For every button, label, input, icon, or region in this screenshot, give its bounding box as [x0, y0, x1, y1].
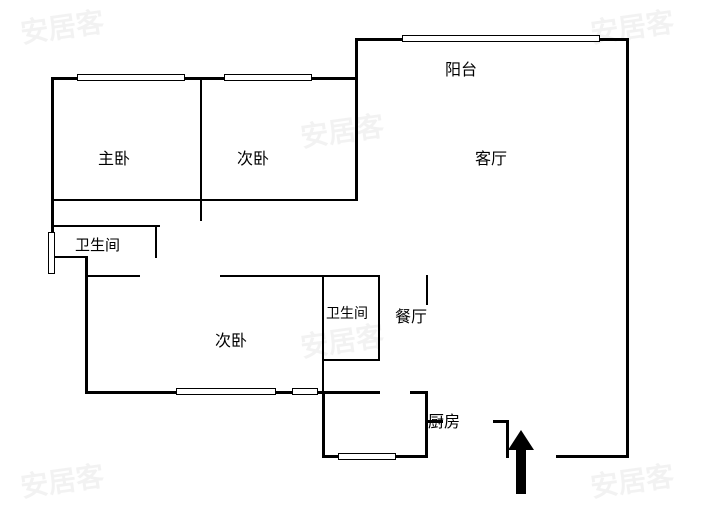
watermark: 安居客	[298, 104, 387, 155]
wall	[322, 275, 324, 393]
label-bathroom-1: 卫生间	[75, 234, 120, 255]
window	[338, 453, 396, 460]
wall	[51, 199, 358, 201]
wall	[493, 420, 509, 423]
wall	[355, 77, 358, 201]
wall	[322, 391, 325, 458]
wall	[155, 225, 157, 258]
arrow-up-icon	[508, 430, 534, 494]
watermark: 安居客	[588, 454, 677, 505]
label-master-bedroom: 主卧	[98, 145, 130, 169]
wall	[426, 275, 428, 305]
wall	[200, 77, 202, 201]
window	[77, 74, 185, 81]
watermark: 安居客	[18, 0, 107, 51]
watermark: 安居客	[588, 0, 677, 51]
wall	[355, 38, 358, 80]
label-dining-room: 餐厅	[395, 303, 427, 327]
wall	[220, 275, 380, 277]
wall	[200, 199, 202, 221]
watermark: 安居客	[18, 454, 107, 505]
wall	[322, 391, 380, 394]
wall	[378, 275, 380, 361]
wall	[51, 225, 160, 227]
window	[292, 388, 318, 395]
wall	[51, 77, 54, 258]
wall	[322, 359, 380, 361]
wall	[556, 455, 629, 458]
wall	[626, 38, 629, 458]
label-bathroom-2: 卫生间	[326, 303, 368, 323]
window	[402, 35, 600, 42]
window	[48, 232, 55, 274]
wall	[51, 256, 88, 258]
label-sec-bedroom-2: 次卧	[215, 327, 247, 351]
wall	[85, 275, 140, 277]
window	[224, 74, 312, 81]
window	[176, 388, 276, 395]
floor-plan-canvas: { "rooms": { "master_bedroom": "主卧", "se…	[0, 0, 718, 523]
label-sec-bedroom-1: 次卧	[237, 145, 269, 169]
label-kitchen: 厨房	[428, 408, 460, 432]
label-living-room: 客厅	[475, 145, 507, 169]
label-balcony: 阳台	[445, 56, 477, 80]
